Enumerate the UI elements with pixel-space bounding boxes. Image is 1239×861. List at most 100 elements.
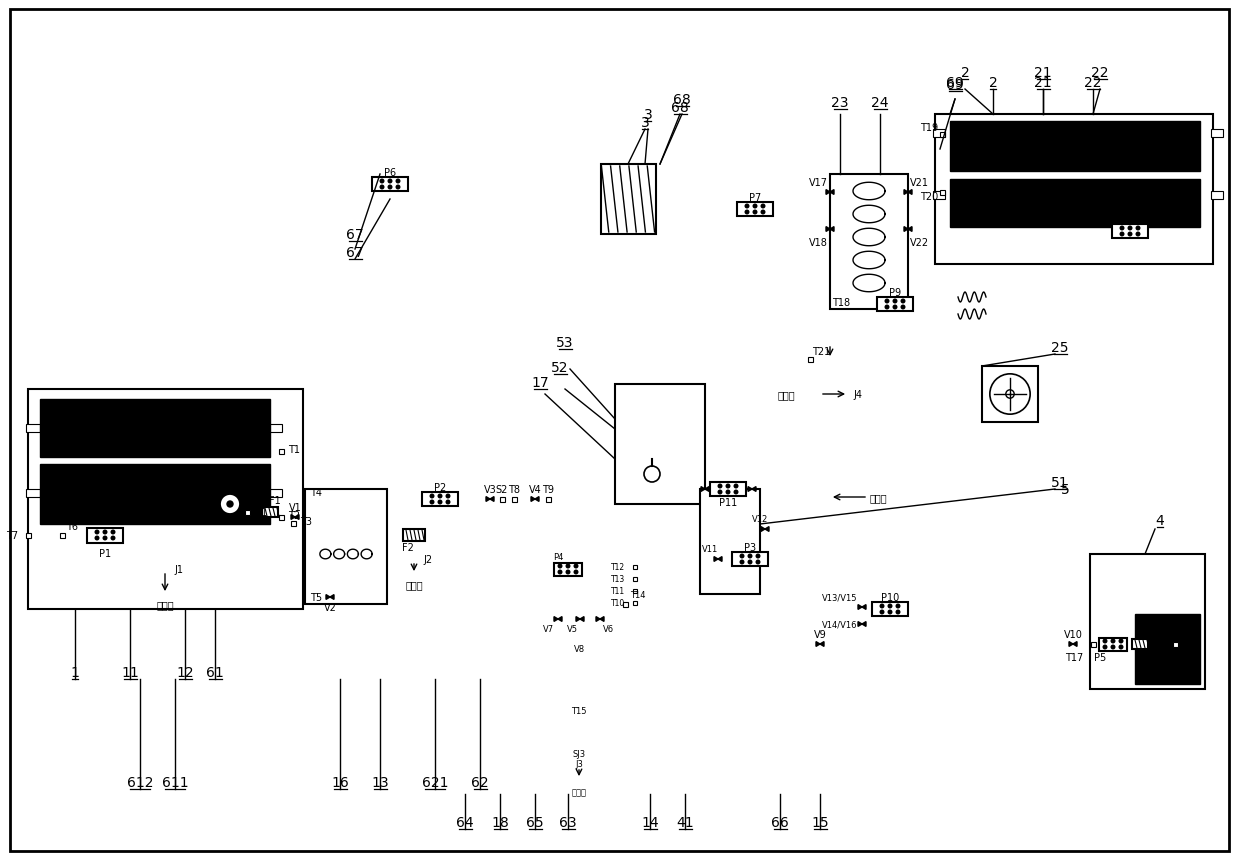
Text: V11: V11 [701, 545, 719, 554]
Text: 69: 69 [947, 76, 964, 90]
Text: 2: 2 [960, 66, 969, 80]
Text: T21: T21 [812, 347, 830, 356]
Circle shape [565, 564, 570, 569]
Circle shape [110, 530, 115, 535]
Polygon shape [326, 595, 330, 600]
Circle shape [1110, 645, 1115, 650]
Circle shape [747, 560, 752, 565]
Polygon shape [580, 616, 584, 622]
Bar [1135, 614, 1201, 684]
Bar [933, 130, 945, 138]
Circle shape [1127, 232, 1132, 238]
Text: 62: 62 [471, 775, 489, 789]
Polygon shape [748, 487, 752, 492]
Text: T12: T12 [611, 563, 624, 572]
Bar [935, 115, 1213, 264]
Text: V2: V2 [323, 603, 337, 612]
Polygon shape [830, 190, 834, 195]
Bar [422, 492, 458, 506]
Text: T1: T1 [287, 444, 300, 455]
Polygon shape [291, 515, 295, 520]
Circle shape [761, 210, 766, 215]
Bar [633, 578, 637, 581]
Bar [1111, 225, 1149, 238]
Text: P11: P11 [719, 498, 737, 507]
Circle shape [733, 490, 738, 495]
Circle shape [745, 210, 750, 215]
Polygon shape [714, 557, 717, 561]
Bar [279, 449, 284, 454]
Circle shape [756, 560, 761, 565]
Polygon shape [857, 605, 862, 610]
Bar [983, 367, 1038, 423]
Text: 25: 25 [1051, 341, 1069, 355]
Bar [1090, 641, 1095, 647]
Circle shape [437, 494, 442, 499]
Polygon shape [817, 641, 820, 647]
Bar [633, 566, 637, 569]
Text: T7: T7 [6, 530, 19, 541]
Circle shape [1135, 232, 1141, 238]
Bar [279, 515, 284, 520]
Circle shape [430, 494, 435, 499]
Bar [26, 424, 40, 432]
Text: T11: T11 [611, 587, 624, 596]
Text: T20: T20 [919, 192, 938, 201]
Bar [244, 510, 249, 515]
Circle shape [892, 299, 897, 304]
Circle shape [880, 604, 885, 609]
Text: 5: 5 [1061, 482, 1069, 497]
Bar [1132, 639, 1149, 649]
Polygon shape [761, 527, 764, 532]
Text: 64: 64 [456, 815, 473, 829]
Circle shape [885, 305, 890, 310]
Text: P2: P2 [434, 482, 446, 492]
Text: T19: T19 [919, 123, 938, 133]
Bar [261, 507, 278, 517]
Bar [933, 192, 945, 200]
Text: T18: T18 [833, 298, 850, 307]
Text: T9: T9 [541, 485, 554, 494]
Text: V22: V22 [909, 238, 929, 248]
Text: T17: T17 [1064, 653, 1083, 662]
Text: 自来水: 自来水 [405, 579, 422, 589]
Bar [87, 528, 123, 543]
Bar [808, 357, 813, 362]
Circle shape [880, 610, 885, 615]
Text: V17: V17 [809, 177, 828, 188]
Bar [872, 603, 908, 616]
Polygon shape [904, 227, 908, 232]
Bar [59, 533, 64, 538]
Text: P1: P1 [99, 548, 112, 558]
Text: 自来水: 自来水 [571, 788, 586, 796]
Polygon shape [908, 190, 912, 195]
Text: V19: V19 [191, 503, 209, 512]
Bar [732, 553, 768, 567]
Text: V20: V20 [232, 487, 252, 498]
Circle shape [892, 305, 897, 310]
Bar [372, 177, 408, 192]
Polygon shape [904, 190, 908, 195]
Text: 53: 53 [556, 336, 574, 350]
Bar [28, 389, 304, 610]
Text: 22: 22 [1092, 66, 1109, 80]
Polygon shape [717, 557, 722, 561]
Bar [40, 400, 270, 457]
Bar [633, 589, 637, 593]
Circle shape [388, 179, 393, 184]
Bar [615, 385, 705, 505]
Circle shape [103, 536, 108, 541]
Polygon shape [196, 515, 199, 520]
Circle shape [379, 179, 384, 184]
Text: 18: 18 [491, 815, 509, 829]
Circle shape [740, 554, 745, 559]
Text: 24: 24 [871, 96, 888, 110]
Text: V6: V6 [602, 625, 613, 634]
Circle shape [1103, 639, 1108, 644]
Circle shape [103, 530, 108, 535]
Circle shape [558, 570, 563, 575]
Text: T2: T2 [287, 511, 300, 520]
Text: V13/V15: V13/V15 [823, 593, 857, 602]
Text: V14/V16: V14/V16 [823, 620, 857, 629]
Text: F1: F1 [269, 495, 281, 505]
